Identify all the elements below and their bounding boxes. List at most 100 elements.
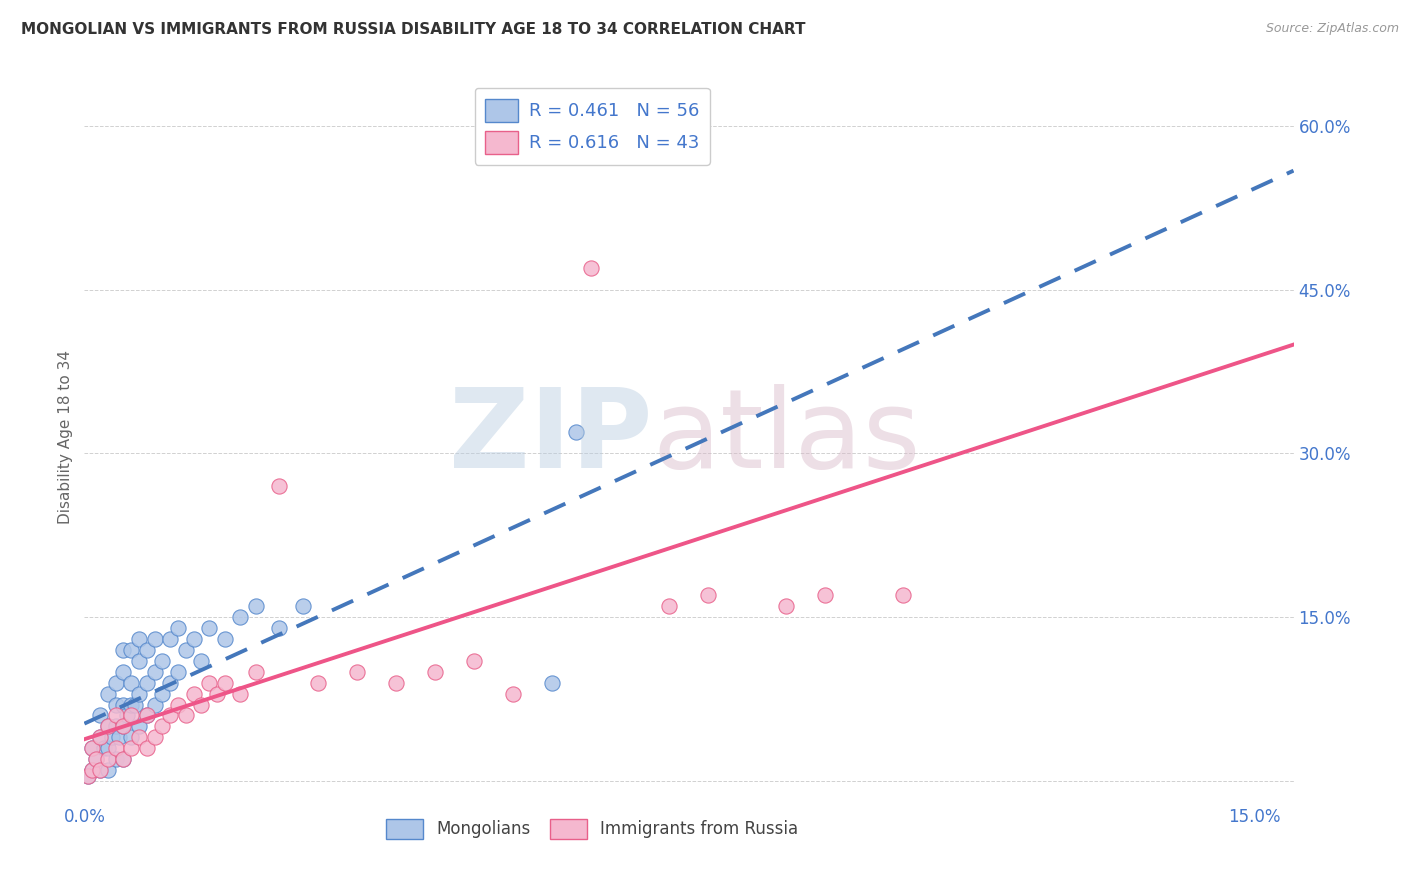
Point bbox=[117, 708, 139, 723]
Point bbox=[112, 643, 135, 657]
Point bbox=[425, 665, 447, 679]
Legend: Mongolians, Immigrants from Russia: Mongolians, Immigrants from Russia bbox=[380, 812, 806, 846]
Point bbox=[82, 741, 104, 756]
Point bbox=[183, 687, 205, 701]
Point bbox=[198, 675, 221, 690]
Point bbox=[128, 731, 150, 745]
Point bbox=[463, 654, 485, 668]
Point bbox=[143, 731, 166, 745]
Point bbox=[84, 752, 107, 766]
Point bbox=[112, 752, 135, 766]
Point bbox=[697, 588, 720, 602]
Point bbox=[120, 643, 142, 657]
Y-axis label: Disability Age 18 to 34: Disability Age 18 to 34 bbox=[58, 350, 73, 524]
Point bbox=[120, 731, 142, 745]
Point bbox=[82, 741, 104, 756]
Point bbox=[120, 741, 142, 756]
Point bbox=[658, 599, 681, 614]
Point bbox=[205, 687, 228, 701]
Point bbox=[104, 719, 127, 733]
Point bbox=[97, 687, 120, 701]
Point bbox=[143, 665, 166, 679]
Point bbox=[269, 621, 291, 635]
Text: ZIP: ZIP bbox=[450, 384, 652, 491]
Point bbox=[229, 687, 252, 701]
Point bbox=[307, 675, 329, 690]
Point bbox=[93, 741, 115, 756]
Point bbox=[893, 588, 915, 602]
Point bbox=[120, 698, 142, 712]
Point bbox=[143, 698, 166, 712]
Point bbox=[112, 752, 135, 766]
Point bbox=[346, 665, 368, 679]
Point bbox=[112, 719, 135, 733]
Point bbox=[135, 643, 157, 657]
Point bbox=[120, 708, 142, 723]
Point bbox=[104, 675, 127, 690]
Point bbox=[97, 763, 120, 777]
Point bbox=[77, 768, 100, 782]
Point bbox=[174, 643, 197, 657]
Point bbox=[150, 687, 173, 701]
Text: MONGOLIAN VS IMMIGRANTS FROM RUSSIA DISABILITY AGE 18 TO 34 CORRELATION CHART: MONGOLIAN VS IMMIGRANTS FROM RUSSIA DISA… bbox=[21, 22, 806, 37]
Point bbox=[565, 425, 588, 439]
Point bbox=[82, 763, 104, 777]
Point bbox=[167, 665, 190, 679]
Point bbox=[135, 675, 157, 690]
Text: atlas: atlas bbox=[652, 384, 921, 491]
Point bbox=[112, 665, 135, 679]
Point bbox=[112, 698, 135, 712]
Point bbox=[108, 731, 131, 745]
Point bbox=[183, 632, 205, 646]
Point bbox=[89, 708, 111, 723]
Point bbox=[541, 97, 564, 112]
Point bbox=[229, 610, 252, 624]
Point bbox=[112, 719, 135, 733]
Point bbox=[104, 708, 127, 723]
Point bbox=[135, 741, 157, 756]
Point bbox=[97, 752, 120, 766]
Point bbox=[124, 698, 146, 712]
Point bbox=[104, 698, 127, 712]
Point bbox=[581, 260, 603, 275]
Point bbox=[245, 665, 267, 679]
Point bbox=[135, 708, 157, 723]
Point bbox=[150, 654, 173, 668]
Point bbox=[190, 698, 212, 712]
Point bbox=[128, 687, 150, 701]
Point bbox=[97, 719, 120, 733]
Point bbox=[150, 719, 173, 733]
Point bbox=[159, 675, 181, 690]
Point bbox=[214, 675, 236, 690]
Point bbox=[89, 763, 111, 777]
Point bbox=[128, 719, 150, 733]
Point bbox=[190, 654, 212, 668]
Point bbox=[502, 687, 524, 701]
Point bbox=[174, 708, 197, 723]
Point bbox=[89, 731, 111, 745]
Point bbox=[143, 632, 166, 646]
Point bbox=[89, 763, 111, 777]
Point bbox=[89, 731, 111, 745]
Point bbox=[814, 588, 837, 602]
Point bbox=[167, 698, 190, 712]
Point bbox=[97, 719, 120, 733]
Point bbox=[84, 752, 107, 766]
Point bbox=[159, 632, 181, 646]
Point bbox=[77, 768, 100, 782]
Point bbox=[291, 599, 314, 614]
Point bbox=[541, 675, 564, 690]
Text: Source: ZipAtlas.com: Source: ZipAtlas.com bbox=[1265, 22, 1399, 36]
Point bbox=[128, 632, 150, 646]
Point bbox=[104, 741, 127, 756]
Point bbox=[104, 752, 127, 766]
Point bbox=[198, 621, 221, 635]
Point bbox=[120, 675, 142, 690]
Point bbox=[245, 599, 267, 614]
Point bbox=[135, 708, 157, 723]
Point bbox=[167, 621, 190, 635]
Point bbox=[159, 708, 181, 723]
Point bbox=[82, 763, 104, 777]
Point bbox=[128, 654, 150, 668]
Point bbox=[214, 632, 236, 646]
